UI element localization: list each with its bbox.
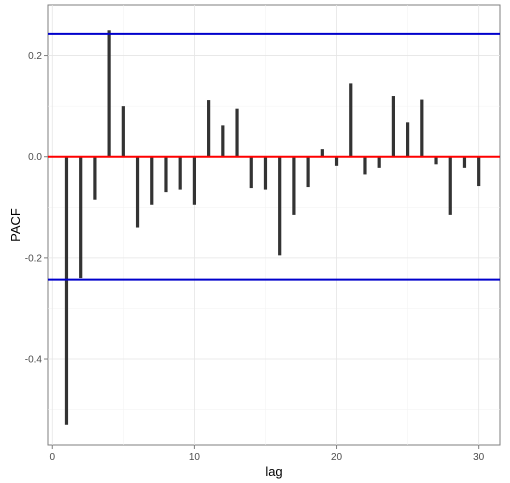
pacf-bar-lag-30 xyxy=(477,156,481,187)
x-tick-label: 10 xyxy=(189,452,201,463)
pacf-bar-lag-4 xyxy=(107,30,111,157)
reference-lines xyxy=(48,32,500,281)
pacf-bar-lag-10 xyxy=(192,156,197,205)
x-tick-label: 0 xyxy=(49,452,55,463)
pacf-bar-lag-3 xyxy=(93,156,97,200)
pacf-bar-lag-6 xyxy=(135,156,140,228)
pacf-bar-lag-8 xyxy=(164,156,168,193)
pacf-bar-lag-2 xyxy=(79,156,83,279)
pacf-bar-lag-12 xyxy=(221,125,225,157)
y-axis-ticks: -0.4 -0.2 0.0 0.2 xyxy=(25,51,48,366)
pacf-bar-lag-13 xyxy=(235,108,239,157)
pacf-bar-lag-23 xyxy=(377,156,381,168)
pacf-bar-lag-16 xyxy=(278,156,282,256)
pacf-bar-lag-1 xyxy=(64,156,69,425)
pacf-bar-lag-9 xyxy=(178,156,182,190)
pacf-bar-lag-27 xyxy=(434,156,438,165)
pacf-bar-lag-26 xyxy=(420,99,424,157)
y-tick-label: -0.2 xyxy=(25,253,43,264)
pacf-bar-lag-20 xyxy=(334,156,339,166)
pacf-bar-lag-19 xyxy=(320,149,324,157)
y-axis-title: PACF xyxy=(8,208,23,242)
pacf-bar-lag-15 xyxy=(263,156,268,190)
x-tick-label: 20 xyxy=(331,452,343,463)
x-axis-ticks: 0 10 20 30 xyxy=(49,445,485,463)
pacf-bar-lag-22 xyxy=(363,156,367,175)
pacf-bar-lag-21 xyxy=(349,83,353,157)
x-tick-label: 30 xyxy=(473,452,485,463)
y-tick-label: 0.0 xyxy=(28,152,42,163)
plot-background xyxy=(47,4,501,446)
pacf-bar-lag-14 xyxy=(249,156,253,189)
y-tick-label: 0.2 xyxy=(28,51,42,62)
pacf-bar-lag-29 xyxy=(462,156,467,168)
bars xyxy=(64,30,481,425)
pacf-bar-lag-17 xyxy=(292,156,296,215)
pacf-bar-lag-28 xyxy=(448,156,452,215)
pacf-bar-lag-11 xyxy=(207,100,211,157)
pacf-bar-lag-18 xyxy=(306,156,310,188)
pacf-bar-lag-7 xyxy=(150,156,154,205)
pacf-bar-lag-25 xyxy=(406,122,410,157)
pacf-bar-lag-24 xyxy=(391,96,395,157)
y-tick-label: -0.4 xyxy=(25,355,43,366)
pacf-bar-lag-5 xyxy=(121,106,125,157)
x-axis-title: lag xyxy=(265,464,282,479)
